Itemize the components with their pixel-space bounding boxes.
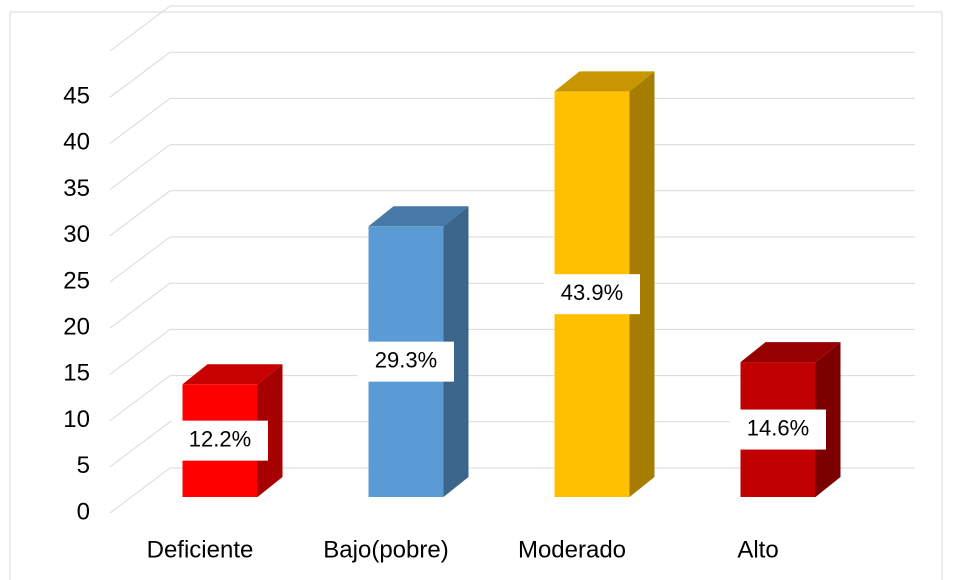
grid-line <box>109 282 171 329</box>
y-tick-label: 0 <box>77 498 90 525</box>
y-tick-label: 20 <box>63 314 90 341</box>
value-label-box <box>172 420 268 461</box>
grid-line <box>109 98 171 144</box>
y-tick-label: 5 <box>77 452 90 479</box>
grid-line <box>109 375 171 422</box>
grid-line <box>109 144 171 191</box>
grid-line <box>109 421 171 468</box>
bar-top <box>740 342 841 363</box>
grid-line <box>109 236 171 283</box>
grid-line <box>109 467 171 514</box>
value-label-box <box>730 409 826 450</box>
grid-line <box>109 5 171 52</box>
y-tick-label: 35 <box>63 175 90 202</box>
bar-top <box>182 364 283 385</box>
y-tick-label: 10 <box>63 406 90 433</box>
y-tick-label: 30 <box>63 221 90 248</box>
y-tick-label: 25 <box>63 267 90 294</box>
bar-top <box>368 206 469 227</box>
bar-side <box>257 364 283 497</box>
x-tick-label: Deficiente <box>147 536 254 563</box>
grid-line <box>109 51 171 98</box>
value-label-box <box>358 341 454 382</box>
value-label: 43.9% <box>561 280 623 305</box>
x-tick-label: Moderado <box>518 536 626 563</box>
value-label-box <box>544 274 640 315</box>
y-tick-label: 15 <box>63 360 90 387</box>
bar-side <box>443 206 469 497</box>
grid-line <box>109 328 171 375</box>
x-tick-label: Bajo(pobre) <box>323 536 448 563</box>
x-tick-label: Alto <box>737 536 778 563</box>
value-label: 29.3% <box>375 347 437 372</box>
value-label: 12.2% <box>189 426 251 451</box>
y-tick-label: 40 <box>63 129 90 156</box>
bar-top <box>554 71 655 92</box>
grid-line <box>109 190 171 237</box>
bar-side <box>815 342 841 497</box>
bar-side <box>629 71 655 497</box>
chart-border <box>9 11 943 580</box>
value-label: 14.6% <box>747 415 809 440</box>
y-tick-label: 45 <box>63 83 90 110</box>
